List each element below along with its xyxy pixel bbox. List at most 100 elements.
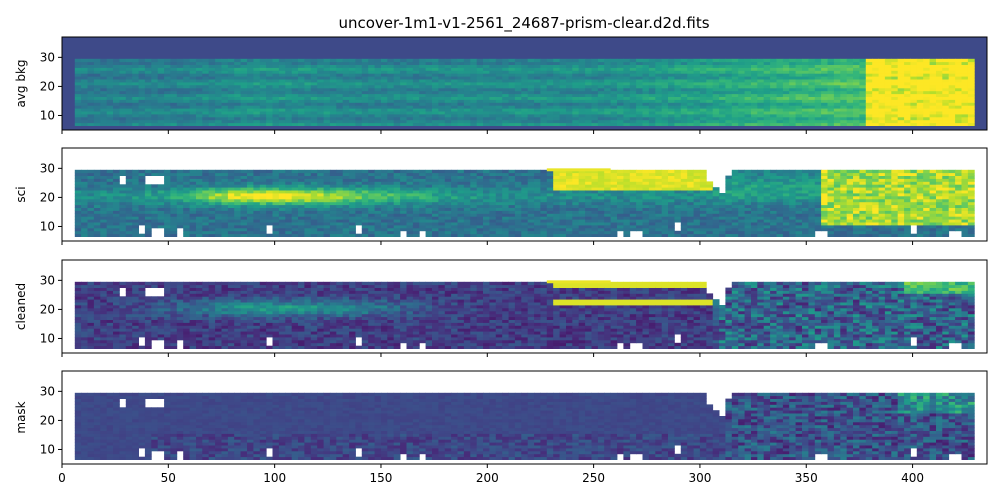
heatmap-cell bbox=[833, 96, 841, 100]
heatmap-cell bbox=[687, 79, 694, 83]
heatmap-cell bbox=[298, 76, 305, 80]
heatmap-cell bbox=[349, 79, 356, 83]
heatmap-cell bbox=[234, 225, 241, 229]
heatmap-cell bbox=[272, 70, 280, 74]
heatmap-cell bbox=[234, 93, 241, 97]
heatmap-cell bbox=[285, 58, 293, 63]
heatmap-cell bbox=[789, 119, 796, 124]
heatmap-cell bbox=[317, 207, 324, 211]
heatmap-cell bbox=[304, 58, 312, 63]
heatmap-cell bbox=[419, 99, 426, 103]
heatmap-cell bbox=[298, 216, 305, 220]
heatmap-cell bbox=[751, 116, 758, 121]
heatmap-cell bbox=[113, 227, 120, 232]
heatmap-cell bbox=[483, 210, 490, 214]
heatmap-cell bbox=[725, 114, 733, 118]
heatmap-cell bbox=[387, 58, 395, 63]
heatmap-cell bbox=[310, 67, 318, 71]
panel-frame bbox=[61, 36, 988, 131]
heatmap-cell bbox=[253, 233, 261, 237]
heatmap-cell bbox=[74, 230, 82, 235]
heatmap-cell bbox=[317, 76, 324, 80]
heatmap-cell bbox=[132, 116, 139, 121]
heatmap-cell bbox=[706, 79, 714, 83]
heatmap-cell bbox=[706, 116, 714, 121]
heatmap-cell bbox=[476, 122, 484, 126]
heatmap-cell bbox=[508, 175, 516, 179]
heatmap-cell bbox=[534, 61, 541, 65]
heatmap-cell bbox=[642, 116, 650, 121]
heatmap-cell bbox=[202, 230, 210, 235]
heatmap-cell bbox=[381, 114, 388, 118]
heatmap-cell bbox=[725, 102, 733, 106]
heatmap-cell bbox=[317, 227, 324, 232]
heatmap-cell bbox=[853, 87, 860, 92]
heatmap-cell bbox=[502, 64, 509, 68]
heatmap-cell bbox=[719, 79, 726, 83]
heatmap-cell bbox=[361, 196, 369, 200]
heatmap-cell bbox=[617, 119, 624, 124]
heatmap-cell bbox=[406, 105, 414, 109]
heatmap-cell bbox=[119, 216, 127, 220]
heatmap-cell bbox=[655, 76, 663, 80]
heatmap-cell bbox=[604, 79, 611, 83]
heatmap-cell bbox=[916, 90, 924, 95]
heatmap-cell bbox=[323, 178, 331, 182]
heatmap-cell bbox=[132, 233, 139, 237]
heatmap-cell bbox=[789, 73, 796, 77]
heatmap-cell bbox=[87, 225, 95, 229]
heatmap-cell bbox=[272, 61, 280, 65]
heatmap-cell bbox=[559, 222, 567, 226]
heatmap-cell bbox=[132, 67, 139, 71]
heatmap-cell bbox=[266, 111, 273, 115]
heatmap-cell bbox=[138, 175, 146, 179]
heatmap-cell bbox=[406, 102, 414, 106]
heatmap-cell bbox=[623, 73, 631, 77]
heatmap-cell bbox=[712, 105, 720, 109]
heatmap-cell bbox=[253, 96, 261, 100]
heatmap-cell bbox=[215, 172, 222, 176]
heatmap-cell bbox=[770, 82, 777, 86]
heatmap-cell bbox=[189, 67, 197, 71]
heatmap-cell bbox=[189, 122, 197, 126]
heatmap-cell bbox=[247, 67, 254, 71]
heatmap-cell bbox=[457, 178, 465, 182]
heatmap-cell bbox=[578, 64, 586, 68]
heatmap-cell bbox=[540, 227, 548, 232]
heatmap-cell bbox=[534, 90, 541, 95]
heatmap-cell bbox=[157, 79, 165, 83]
heatmap-cell bbox=[227, 172, 235, 176]
heatmap-cell bbox=[310, 73, 318, 77]
heatmap-cell bbox=[451, 169, 458, 174]
heatmap-cell bbox=[457, 102, 465, 106]
heatmap-cell bbox=[795, 85, 803, 89]
heatmap-cell bbox=[113, 73, 120, 77]
heatmap-cell bbox=[897, 58, 905, 63]
heatmap-cell bbox=[878, 90, 886, 95]
heatmap-cell bbox=[668, 87, 675, 92]
heatmap-cell bbox=[668, 122, 675, 126]
heatmap-cell bbox=[789, 111, 796, 115]
heatmap-cell bbox=[342, 79, 350, 83]
heatmap-cell bbox=[119, 87, 127, 92]
heatmap-cell bbox=[393, 114, 401, 118]
heatmap-cell bbox=[368, 102, 375, 106]
heatmap-cell bbox=[106, 227, 114, 232]
heatmap-cell bbox=[546, 105, 554, 109]
heatmap-cell bbox=[553, 79, 560, 83]
heatmap-cell bbox=[221, 58, 229, 63]
heatmap-cell bbox=[495, 90, 503, 95]
heatmap-cell bbox=[489, 111, 497, 115]
heatmap-cell bbox=[240, 172, 248, 176]
heatmap-cell bbox=[387, 227, 395, 232]
heatmap-cell bbox=[942, 67, 950, 71]
heatmap-cell bbox=[183, 207, 190, 211]
heatmap-cell bbox=[699, 119, 707, 124]
heatmap-cell bbox=[853, 58, 860, 63]
heatmap-cell bbox=[585, 93, 592, 97]
heatmap-cell bbox=[393, 122, 401, 126]
heatmap-cell bbox=[534, 187, 541, 191]
heatmap-cell bbox=[432, 219, 439, 223]
heatmap-cell bbox=[100, 102, 108, 106]
heatmap-cell bbox=[802, 70, 809, 74]
